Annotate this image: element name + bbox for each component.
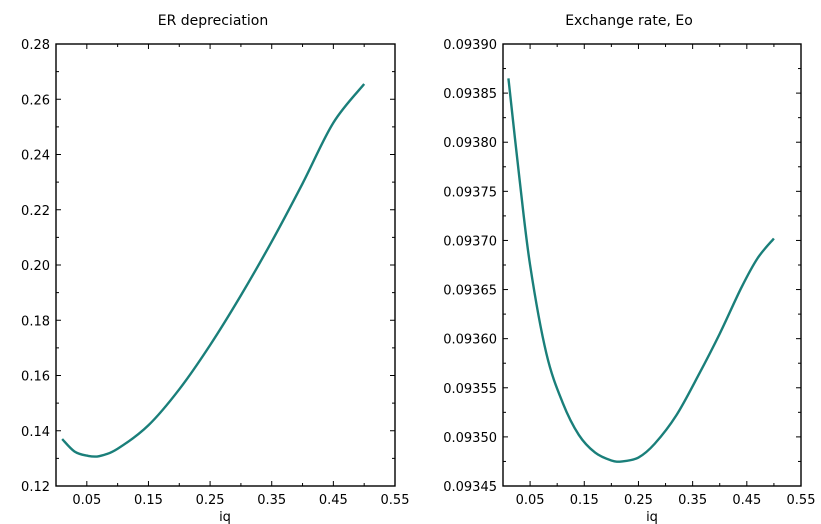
chart-title: Exchange rate, Eo — [565, 13, 693, 29]
series-line — [507, 78, 775, 463]
x-tick-label: 0.55 — [381, 493, 410, 508]
x-axis-label: iq — [219, 510, 231, 524]
y-tick-label: 0.24 — [21, 149, 50, 164]
x-tick-label: 0.05 — [516, 493, 545, 508]
y-tick-label: 0.20 — [21, 259, 50, 274]
y-tick-label: 0.09390 — [443, 38, 497, 53]
chart-title: ER depreciation — [158, 13, 268, 29]
y-tick-label: 0.16 — [21, 370, 50, 385]
plot-frame — [502, 43, 802, 487]
x-tick-label: 0.35 — [678, 493, 707, 508]
tick-group: 0.09345 0.09350 0.09355 0.09360 0.09365 0.093… — [443, 38, 815, 508]
x-tick-label: 0.35 — [257, 493, 286, 508]
tick-group: 0.12 0.14 0.16 0.18 0.20 0.22 0.24 0.26 0.28 0.05… — [21, 38, 409, 508]
x-tick-label: 0.15 — [570, 493, 599, 508]
x-tick-label: 0.15 — [134, 493, 163, 508]
y-tick-label: 0.18 — [21, 314, 50, 329]
y-tick-label: 0.09370 — [443, 234, 497, 249]
y-tick-label: 0.09385 — [443, 87, 497, 102]
y-tick-label: 0.09345 — [443, 480, 497, 495]
x-tick-label: 0.45 — [732, 493, 761, 508]
chart-exchange-rate: Exchange rate, Eo 0.093450.093500.093550… — [443, 13, 815, 524]
y-tick-label: 0.09350 — [443, 431, 497, 446]
y-tick-label: 0.09375 — [443, 185, 497, 200]
y-tick-label: 0.09360 — [443, 333, 497, 348]
x-tick-label: 0.25 — [196, 493, 225, 508]
x-tick-label: 0.25 — [624, 493, 653, 508]
x-tick-label: 0.45 — [319, 493, 348, 508]
y-tick-label: 0.09380 — [443, 136, 497, 151]
y-tick-label: 0.12 — [21, 480, 50, 495]
x-tick-label: 0.05 — [72, 493, 101, 508]
series-line — [61, 83, 366, 458]
x-axis-label: iq — [646, 510, 658, 524]
chart-er-depreciation: ER depreciation 0.12 0.14 0.16 0.18 0.20 0.22… — [21, 13, 409, 524]
y-tick-label: 0.22 — [21, 204, 50, 219]
plot-frame — [55, 43, 396, 487]
y-tick-label: 0.28 — [21, 38, 50, 53]
y-tick-label: 0.26 — [21, 93, 50, 108]
y-tick-label: 0.09355 — [443, 382, 497, 397]
y-tick-label: 0.09365 — [443, 284, 497, 299]
y-tick-label: 0.14 — [21, 425, 50, 440]
x-tick-label: 0.55 — [787, 493, 816, 508]
